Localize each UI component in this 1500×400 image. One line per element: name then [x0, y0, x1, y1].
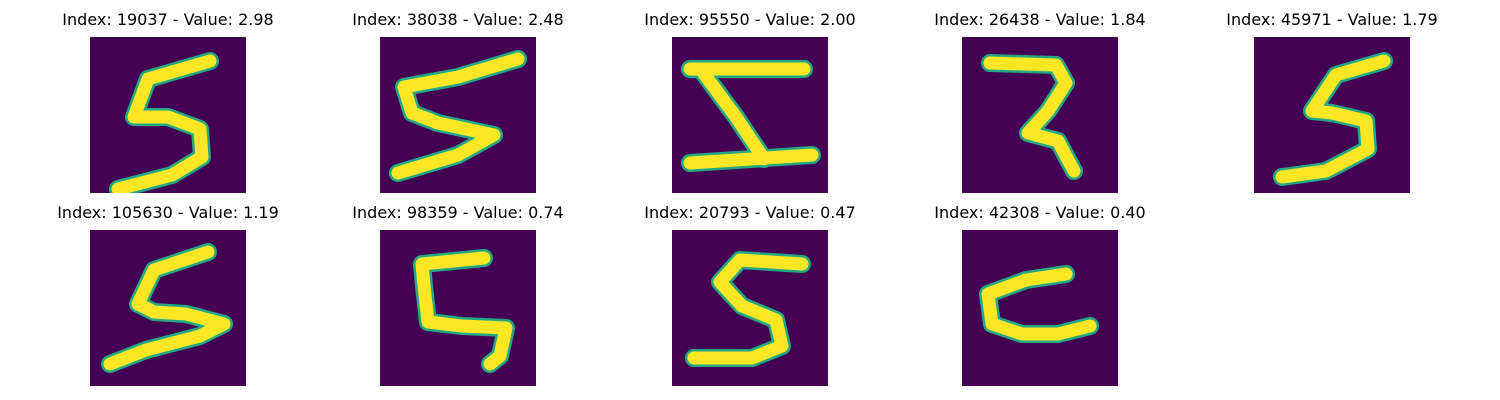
- panel-4: Index: 26438 - Value: 1.84: [910, 10, 1170, 194]
- digit-image: [1254, 37, 1410, 193]
- panel-title: Index: 20793 - Value: 0.47: [644, 203, 856, 222]
- panel-title: Index: 98359 - Value: 0.74: [352, 203, 564, 222]
- panel-6: Index: 105630 - Value: 1.19: [38, 203, 298, 387]
- panel-title: Index: 95550 - Value: 2.00: [644, 10, 856, 29]
- panel-1: Index: 19037 - Value: 2.98: [38, 10, 298, 194]
- panel-title: Index: 26438 - Value: 1.84: [934, 10, 1146, 29]
- panel-9: Index: 42308 - Value: 0.40: [910, 203, 1170, 387]
- panel-title: Index: 42308 - Value: 0.40: [934, 203, 1146, 222]
- digit-image: [90, 230, 246, 386]
- panel-title: Index: 105630 - Value: 1.19: [57, 203, 279, 222]
- panel-title: Index: 38038 - Value: 2.48: [352, 10, 564, 29]
- panel-2: Index: 38038 - Value: 2.48: [328, 10, 588, 194]
- digit-image: [380, 230, 536, 386]
- digit-image: [962, 37, 1118, 193]
- digit-image: [90, 37, 246, 193]
- panel-title: Index: 45971 - Value: 1.79: [1226, 10, 1438, 29]
- digit-image: [962, 230, 1118, 386]
- digit-image: [672, 37, 828, 193]
- panel-title: Index: 19037 - Value: 2.98: [62, 10, 274, 29]
- digit-image: [672, 230, 828, 386]
- panel-5: Index: 45971 - Value: 1.79: [1202, 10, 1462, 194]
- panel-3: Index: 95550 - Value: 2.00: [620, 10, 880, 194]
- digit-image: [380, 37, 536, 193]
- panel-7: Index: 98359 - Value: 0.74: [328, 203, 588, 387]
- panel-8: Index: 20793 - Value: 0.47: [620, 203, 880, 387]
